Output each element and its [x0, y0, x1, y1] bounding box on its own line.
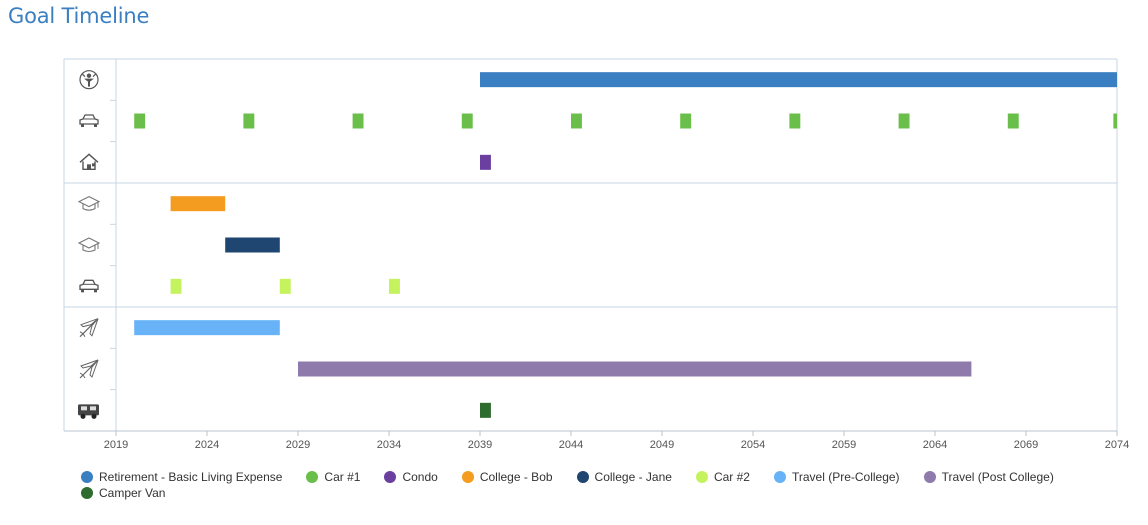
legend-label: Camper Van: [99, 485, 166, 500]
house-icon: [79, 153, 99, 171]
chart-legend: Retirement - Basic Living Expense Car #1 C…: [81, 469, 1101, 500]
legend-swatch: [773, 470, 786, 483]
graduation-cap-icon: [77, 237, 101, 253]
retirement-icon: [79, 70, 99, 90]
timeline-bar-2-8[interactable]: [898, 113, 910, 129]
legend-label: College - Jane: [594, 469, 672, 484]
airplane-icon: [79, 359, 99, 379]
timeline-bar-2-9[interactable]: [1007, 113, 1019, 129]
timeline-bar-4-1[interactable]: [170, 196, 226, 212]
legend-item[interactable]: Travel (Post College): [923, 469, 1054, 484]
chart-frame: [63, 58, 1118, 432]
legend-item[interactable]: Condo: [384, 469, 438, 484]
timeline-bar-2-7[interactable]: [789, 113, 801, 129]
timeline-bar-2-6[interactable]: [680, 113, 692, 129]
x-axis: 2019 2024 2029 2034 2039 2044 2049 2054 2059 2064…: [104, 431, 1129, 451]
x-tick-label: 2024: [195, 439, 219, 451]
legend-swatch: [695, 470, 708, 483]
legend-swatch: [306, 470, 319, 483]
graduation-cap-icon: [77, 196, 101, 211]
timeline-bar-2-5[interactable]: [571, 113, 582, 129]
x-tick-label: 2059: [832, 439, 856, 451]
legend-swatch: [461, 470, 474, 483]
timeline-bars: [134, 72, 1117, 418]
x-tick-label: 2034: [377, 439, 401, 451]
airplane-icon: [79, 318, 99, 338]
legend-swatch: [81, 486, 93, 499]
legend-item[interactable]: Car #1: [306, 469, 361, 484]
timeline-bar-7-1[interactable]: [134, 320, 280, 336]
timeline-bar-2-3[interactable]: [352, 113, 364, 129]
x-tick-label: 2049: [650, 439, 674, 451]
timeline-bar-2-1[interactable]: [134, 113, 146, 129]
x-tick-label: 2029: [286, 439, 310, 451]
car-icon: [79, 279, 99, 293]
timeline-bar-3-1[interactable]: [480, 154, 491, 170]
legend-item[interactable]: Retirement - Basic Living Expense: [81, 469, 283, 484]
x-tick-label: 2019: [104, 439, 128, 451]
legend-label: Travel (Pre-College): [791, 469, 900, 484]
car-icon: [79, 114, 99, 127]
timeline-bar-8-1[interactable]: [298, 361, 972, 377]
legend-swatch: [923, 470, 936, 483]
legend-label: Car #1: [324, 469, 361, 484]
legend-label: Condo: [402, 469, 438, 484]
timeline-bar-6-3[interactable]: [389, 278, 400, 294]
legend-swatch: [384, 470, 397, 483]
legend-label: Retirement - Basic Living Expense: [99, 469, 283, 484]
timeline-bar-6-1[interactable]: [170, 278, 182, 294]
camper-van-icon: [78, 404, 99, 419]
timeline-bar-2-4[interactable]: [461, 113, 473, 129]
row-icons: [77, 70, 101, 419]
goal-timeline-chart: 2019 2024 2029 2034 2039 2044 2049 2054 2059 2064…: [63, 58, 1129, 451]
timeline-bar-6-2[interactable]: [279, 278, 291, 294]
legend-item[interactable]: Travel (Pre-College): [773, 469, 900, 484]
x-tick-label: 2044: [559, 439, 583, 451]
legend-label: Car #2: [713, 469, 750, 484]
legend-swatch: [81, 470, 93, 483]
legend-item[interactable]: Camper Van: [81, 485, 166, 500]
legend-item[interactable]: College - Jane: [576, 469, 672, 484]
x-tick-label: 2054: [741, 439, 765, 451]
legend-label: College - Bob: [479, 469, 553, 484]
x-tick-label: 2064: [923, 439, 947, 451]
page-title: Goal Timeline: [8, 4, 150, 28]
x-tick-label: 2069: [1014, 439, 1038, 451]
legend-label: Travel (Post College): [941, 469, 1054, 484]
timeline-bar-2-2[interactable]: [243, 113, 255, 129]
legend-item[interactable]: College - Bob: [461, 469, 553, 484]
legend-swatch: [576, 470, 589, 483]
x-tick-label: 2074: [1105, 439, 1129, 451]
timeline-bar-2-10[interactable]: [1113, 113, 1117, 129]
x-tick-label: 2039: [468, 439, 492, 451]
timeline-bar-9-1[interactable]: [480, 402, 491, 418]
timeline-bar-1-1[interactable]: [480, 72, 1117, 88]
timeline-bar-5-1[interactable]: [225, 237, 280, 253]
legend-item[interactable]: Car #2: [695, 469, 750, 484]
